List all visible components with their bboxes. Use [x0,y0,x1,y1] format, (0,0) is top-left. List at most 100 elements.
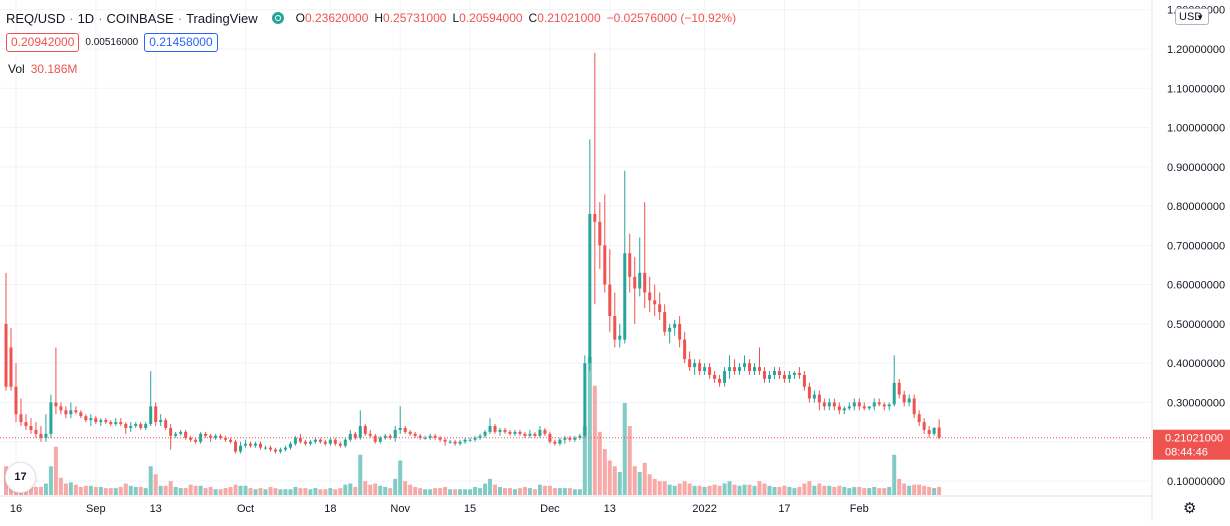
candle-body [568,437,572,440]
volume-bar [388,488,393,495]
volume-bar [787,486,792,495]
x-tick-label: Oct [237,503,254,515]
candle-body [453,441,457,444]
volume-bar [468,489,473,495]
volume-bar [632,466,637,495]
volume-bar [28,485,33,495]
volume-bar [123,483,128,495]
volume-label: Vol [8,62,25,76]
currency-button[interactable]: USD ▼ [1175,8,1209,25]
volume-bar [43,483,48,495]
candle-body [892,382,896,405]
volume-bar [358,454,363,495]
volume-bar [542,485,547,495]
volume-bar [522,486,527,495]
volume-bar [567,488,572,495]
tradingview-logo-icon[interactable]: 17 [5,462,36,493]
candle-body [49,402,53,434]
volume-bar [752,485,757,495]
candle-body [134,424,138,427]
eye-icon[interactable] [271,12,284,24]
candle-body [99,420,103,423]
candle-body [229,439,233,442]
candle-body [468,439,472,441]
volume-bar [547,485,552,495]
candle-body [877,402,881,405]
volume-bar [682,481,687,495]
volume-bar [667,484,672,495]
high-value: 0.25731000 [383,11,447,25]
volume-bar [63,483,68,495]
legend-separator: · [98,10,103,26]
volume-bar [488,478,493,495]
candle-body [743,363,747,368]
volume-bar [183,488,188,495]
volume-bar [288,489,293,495]
volume-bar [233,484,238,495]
volume-bar [263,489,268,495]
candle-body [293,437,297,444]
candle-body [708,367,712,375]
volume-bar [413,486,418,495]
volume-bar [712,484,717,495]
candle-body [249,443,253,446]
candle-body [937,427,941,438]
candle-body [169,427,173,436]
candle-body [538,429,542,436]
candle-body [483,431,487,436]
quote-row: 0.20942000 0.00516000 0.21458000 [6,33,218,52]
candle-body [488,426,492,432]
candle-body [513,431,517,434]
candle-body [189,437,193,440]
volume-bar [832,486,837,495]
candle-body [74,410,78,413]
candle-body [433,435,437,438]
volume-bar [892,454,897,495]
volume-bar [88,485,93,495]
volume-bar [343,484,348,495]
candle-body [623,253,627,340]
volume-bar [582,426,587,495]
y-tick-label: 1.20000000 [1167,44,1225,56]
symbol-name[interactable]: REQ/USD [6,10,66,26]
volume-bar [338,488,343,495]
candle-body [308,441,312,444]
buy-price-box[interactable]: 0.21458000 [144,33,218,52]
volume-bars [4,357,942,495]
interval-label[interactable]: 1D [77,10,95,26]
bar-countdown-label: 08:44:46 [1165,447,1208,459]
candle-body [558,439,562,444]
volume-bar [153,474,158,495]
volume-bar [453,489,458,495]
high-label: H [374,11,384,25]
candle-body [772,371,776,375]
y-tick-label: 0.30000000 [1167,397,1225,409]
volume-bar [722,483,727,495]
candle-body [518,431,522,434]
candle-body [837,406,841,411]
candle-body [802,374,806,387]
candle-body [583,363,587,436]
sell-price-box[interactable]: 0.20942000 [6,33,80,52]
volume-bar [113,488,118,495]
candle-body [598,221,602,246]
volume-bar [647,474,652,495]
volume-bar [403,481,408,495]
candle-body [303,441,307,444]
y-tick-label: 0.40000000 [1167,358,1225,370]
volume-bar [178,488,183,495]
candle-body [867,406,871,409]
volume-bar [692,485,697,495]
open-label: O [295,11,305,25]
gear-icon[interactable]: ⚙ [1183,500,1197,517]
candle-body [54,402,58,407]
volume-legend[interactable]: Vol 30.186M [8,62,77,76]
candle-body [807,386,811,399]
candle-body [338,443,342,446]
candle-body [204,433,208,436]
candle-body [932,427,936,434]
